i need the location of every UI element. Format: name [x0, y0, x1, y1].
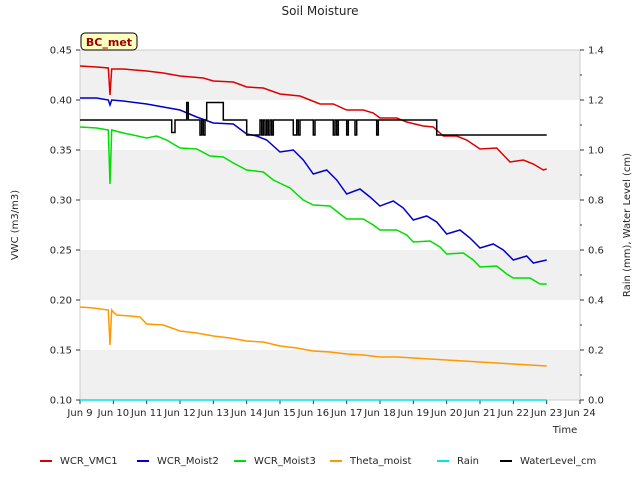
x-tick-label: Jun 13: [197, 408, 230, 419]
legend-label: WCR_Moist3: [254, 456, 316, 467]
x-tick-label: Jun 14: [230, 408, 263, 419]
y-axis-title: VWC (m3/m3): [10, 190, 21, 260]
y-tick-label: 0.20: [50, 296, 72, 307]
y2-tick-label: 1.0: [588, 146, 604, 157]
legend-label: WCR_VMC1: [60, 456, 118, 467]
grid-band: [80, 50, 580, 100]
x-tick-label: Jun 16: [297, 408, 330, 419]
x-tick-label: Jun 18: [363, 408, 396, 419]
y2-tick-label: 1.2: [588, 96, 604, 107]
series-wcr-vmc1: [79, 65, 547, 171]
y-axis-left: 0.10 0.15 0.20 0.25 0.30 0.35 0.40 0.45: [50, 46, 80, 407]
y-tick-label: 0.25: [50, 246, 72, 257]
x-tick-label: Jun 15: [263, 408, 296, 419]
legend-label: Rain: [457, 456, 479, 467]
y-tick-label: 0.10: [50, 396, 72, 407]
grid-band: [80, 250, 580, 300]
y-tick-label: 0.35: [50, 146, 72, 157]
series-theta-moist: [79, 306, 547, 367]
series-wcr-moist2: [80, 97, 547, 264]
grid-band: [80, 150, 580, 200]
x-tick-label: Jun 21: [463, 408, 496, 419]
badge-label: BC_met: [86, 36, 132, 49]
series-lines: [79, 65, 547, 401]
plot-frame: [79, 49, 581, 401]
y2-tick-label: 0.8: [588, 196, 604, 207]
x-tick-label: Jun 24: [563, 408, 596, 419]
y2-tick-label: 0.6: [588, 246, 604, 257]
legend-label: WaterLevel_cm: [520, 456, 596, 467]
x-axis: Jun 9 Jun 10 Jun 11 Jun 12 Jun 13 Jun 14 Jun 1…: [66, 400, 596, 419]
x-tick-label: Jun 22: [497, 408, 530, 419]
y-axis-right: 0.0 0.2 0.4 0.6 0.8 1.0 1.2 1.4: [580, 46, 604, 407]
x-tick-label: Jun 20: [430, 408, 463, 419]
legend: WCR_VMC1 WCR_Moist2 WCR_Moist3 Theta_moist R…: [40, 456, 596, 467]
x-tick-label: Jun 17: [330, 408, 363, 419]
y2-tick-label: 0.0: [588, 396, 604, 407]
x-tick-label: Jun 12: [163, 408, 196, 419]
x-tick-label: Jun 23: [530, 408, 563, 419]
y2-tick-label: 1.4: [588, 46, 604, 57]
grid-band: [80, 350, 580, 400]
x-tick-label: Jun 11: [130, 408, 163, 419]
x-tick-label: Jun 19: [397, 408, 430, 419]
series-waterlevel-cm: [80, 101, 547, 136]
badge-box: [80, 32, 138, 51]
series-wcr-moist3: [79, 126, 547, 285]
y-tick-label: 0.45: [50, 46, 72, 57]
y2-axis-title: Rain (mm), Water Level (cm): [622, 153, 633, 297]
chart-title: Soil Moisture: [281, 4, 358, 18]
y2-tick-label: 0.2: [588, 346, 604, 357]
x-axis-title: Time: [552, 425, 577, 436]
x-tick-label: Jun 10: [97, 408, 130, 419]
grid-bands: [80, 50, 580, 400]
legend-label: WCR_Moist2: [157, 456, 219, 467]
y2-tick-label: 0.4: [588, 296, 604, 307]
legend-label: Theta_moist: [349, 456, 411, 467]
x-tick-label: Jun 9: [66, 408, 92, 419]
y-tick-label: 0.40: [50, 96, 72, 107]
station-badge: BC_met: [80, 32, 138, 51]
y-tick-label: 0.30: [50, 196, 72, 207]
y-tick-label: 0.15: [50, 346, 72, 357]
